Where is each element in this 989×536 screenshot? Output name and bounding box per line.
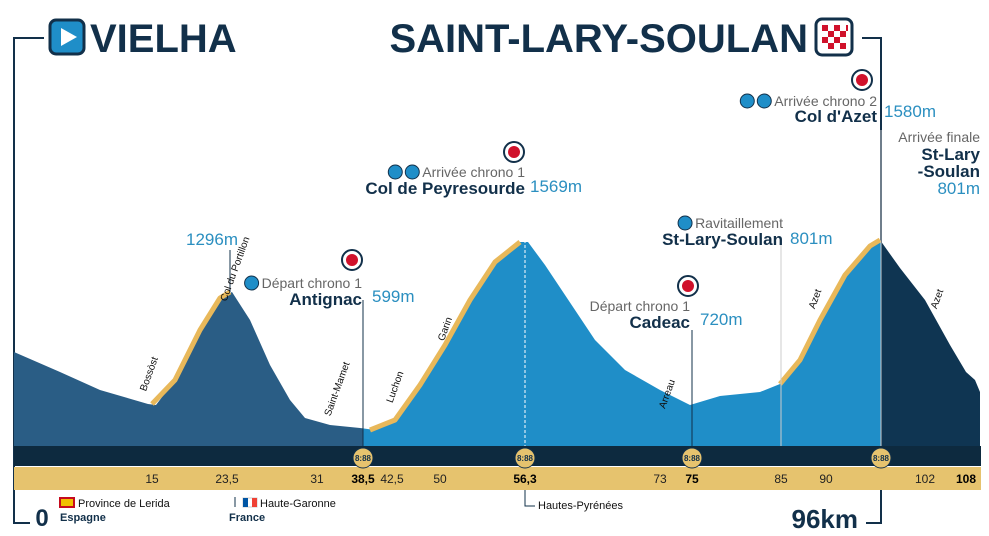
info-icon	[387, 164, 403, 180]
waypoint-note: Arrivée chrono 1	[422, 164, 525, 180]
clock-label: 8:88	[684, 454, 701, 463]
road-band	[14, 446, 981, 466]
clock-label: 8:88	[873, 454, 890, 463]
country: Espagne	[60, 512, 106, 524]
summit-altitude: 1296m	[186, 230, 238, 249]
flag-fr-red	[252, 498, 257, 507]
waypoint-note: Départ chrono 1	[590, 298, 691, 314]
place-name: Bossòst	[138, 355, 161, 392]
region: Haute-Garonne	[260, 498, 336, 510]
waypoint-note: Départ chrono 1	[262, 275, 363, 291]
km-marker: 38,5	[351, 472, 375, 486]
waypoint-note: Arrivée chrono 2	[774, 93, 877, 109]
start-icon-arrow	[61, 28, 77, 46]
waypoint-altitude: 720m	[700, 310, 743, 329]
info-icon	[244, 275, 260, 291]
place-name: Azet	[807, 288, 824, 311]
info-icon	[739, 93, 755, 109]
km-marker: 85	[774, 472, 788, 486]
clock-label: 8:88	[517, 454, 534, 463]
km-marker: 31	[310, 472, 324, 486]
timer-icon-inner	[682, 280, 694, 292]
region: Province de Lerida	[78, 498, 171, 510]
finish-town: SAINT-LARY-SOULAN	[389, 17, 808, 61]
region: Hautes-Pyrénées	[538, 500, 623, 512]
flag-es	[59, 497, 75, 508]
waypoint-name: Antignac	[289, 290, 362, 309]
km-marker: 108	[956, 472, 976, 486]
waypoint-name: Col de Peyresourde	[365, 179, 525, 198]
waypoint-name: St-Lary-Soulan	[662, 230, 783, 249]
timer-icon-inner	[508, 146, 520, 158]
waypoint-note: Ravitaillement	[695, 215, 783, 231]
profile	[14, 237, 980, 446]
waypoint-altitude: 1569m	[530, 177, 582, 196]
finish-flag	[822, 25, 848, 49]
waypoint-lines	[229, 130, 882, 507]
clock-badge	[681, 447, 703, 469]
place-name: Azet	[929, 288, 946, 311]
place-name: Saint-Mamet	[323, 360, 353, 417]
km-marker: 42,5	[380, 472, 404, 486]
clock-badge	[870, 447, 892, 469]
final-altitude: 801m	[937, 179, 980, 198]
clock-badge	[514, 447, 536, 469]
km-band	[14, 467, 981, 490]
waypoint-name: Cadeac	[630, 313, 690, 332]
timer-icon-inner	[856, 74, 868, 86]
km-marker: 15	[145, 472, 159, 486]
km-marker: 90	[819, 472, 833, 486]
info-icon	[677, 215, 693, 231]
km-marker: 73	[653, 472, 667, 486]
waypoint-name: Col d'Azet	[795, 107, 878, 126]
waypoint-altitude: 599m	[372, 287, 415, 306]
country: France	[229, 512, 265, 524]
km-marker: 102	[915, 472, 935, 486]
place-name: Luchon	[385, 370, 407, 405]
timer-icon-inner	[346, 254, 358, 266]
waypoint-altitude: 1580m	[884, 102, 936, 121]
start-town: VIELHA	[90, 17, 237, 61]
clock-badge	[352, 447, 374, 469]
distance-end: 96km	[792, 504, 859, 534]
km-marker: 75	[685, 472, 699, 486]
km-marker: 23,5	[215, 472, 239, 486]
info-icon	[404, 164, 420, 180]
final-name: -Soulan	[918, 162, 980, 181]
clock-label: 8:88	[355, 454, 372, 463]
km-marker: 56,3	[513, 472, 537, 486]
info-icon	[756, 93, 772, 109]
final-name: St-Lary	[921, 145, 980, 164]
waypoint-altitude: 801m	[790, 229, 833, 248]
final-note: Arrivée finale	[898, 129, 980, 145]
km-marker: 50	[433, 472, 447, 486]
distance-start: 0	[35, 505, 48, 532]
flag-fr-blue	[243, 498, 248, 507]
